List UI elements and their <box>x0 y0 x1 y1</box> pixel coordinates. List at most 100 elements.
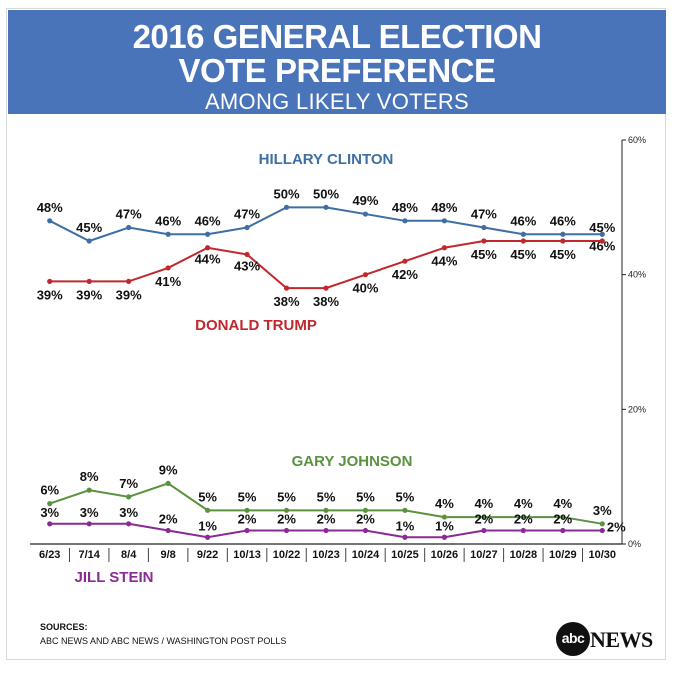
x-tick-label: 8/4 <box>121 549 137 561</box>
data-point <box>362 507 369 513</box>
x-tick-label: 9/22 <box>197 549 218 561</box>
chart-title-line2: VOTE PREFERENCE <box>178 52 496 89</box>
data-point <box>86 487 92 493</box>
data-label: 5% <box>356 489 375 504</box>
data-point <box>86 238 92 244</box>
data-point <box>323 285 329 291</box>
data-point <box>402 258 408 264</box>
data-point <box>165 265 171 271</box>
data-point <box>520 231 526 237</box>
data-point <box>402 534 408 540</box>
data-label: 3% <box>593 503 612 518</box>
data-label: 50% <box>313 186 339 201</box>
data-point <box>481 527 487 534</box>
data-point <box>362 527 369 534</box>
data-label: 8% <box>80 469 99 484</box>
data-point <box>165 480 171 486</box>
data-point <box>599 231 605 237</box>
data-label: 5% <box>277 489 296 504</box>
data-point <box>126 224 132 231</box>
data-point <box>520 527 526 534</box>
data-label: 2% <box>474 512 493 527</box>
data-point <box>165 527 171 534</box>
x-tick-label: 6/23 <box>39 549 60 561</box>
x-tick-label: 10/13 <box>233 549 261 561</box>
data-label: 42% <box>392 267 418 282</box>
data-point <box>441 218 447 224</box>
y-tick-label: 40% <box>628 270 646 280</box>
data-point <box>560 238 566 244</box>
data-point <box>205 231 211 237</box>
data-label: 5% <box>238 489 257 504</box>
data-point <box>323 527 329 534</box>
data-label: 2% <box>553 512 572 527</box>
data-label: 3% <box>119 505 138 520</box>
data-point <box>283 204 290 210</box>
data-point <box>205 507 211 513</box>
data-point <box>205 534 211 540</box>
data-label: 5% <box>198 489 217 504</box>
data-point <box>244 507 250 513</box>
data-point <box>560 527 566 534</box>
data-point <box>47 501 53 507</box>
data-point <box>402 507 408 513</box>
data-point <box>441 534 447 540</box>
data-label: 46% <box>155 213 181 228</box>
data-point <box>520 514 526 520</box>
x-tick-label: 10/24 <box>352 549 380 561</box>
chart-subtitle: AMONG LIKELY VOTERS <box>204 89 470 114</box>
data-label: 38% <box>274 294 300 309</box>
data-point <box>481 238 487 244</box>
data-label: 2% <box>356 512 375 527</box>
data-point <box>47 218 53 224</box>
series-name-label: JILL STEIN <box>75 569 154 586</box>
data-point <box>481 224 487 231</box>
title-banner: 2016 GENERAL ELECTION VOTE PREFERENCE AM… <box>8 10 666 114</box>
data-point <box>599 527 605 534</box>
data-label: 38% <box>313 294 339 309</box>
data-label: 48% <box>392 200 418 215</box>
series-name-label: GARY JOHNSON <box>292 453 413 470</box>
data-label: 44% <box>195 252 221 267</box>
x-tick-label: 10/29 <box>549 549 577 561</box>
data-label: 46% <box>510 213 536 228</box>
data-label: 48% <box>37 200 63 215</box>
data-label: 3% <box>80 505 99 520</box>
data-point <box>283 507 290 513</box>
data-label: 47% <box>471 207 497 222</box>
data-point <box>86 278 92 284</box>
data-label: 43% <box>234 258 260 273</box>
data-label: 45% <box>550 247 576 262</box>
y-tick-label: 0% <box>628 539 641 549</box>
data-label: 1% <box>435 518 454 533</box>
data-point <box>205 245 211 251</box>
data-label: 45% <box>76 220 102 235</box>
data-point <box>126 521 132 527</box>
data-label: 4% <box>514 496 533 511</box>
data-point <box>362 211 369 217</box>
data-label: 39% <box>76 287 102 302</box>
data-label: 40% <box>352 281 378 296</box>
x-tick-label: 10/23 <box>312 549 340 561</box>
data-point <box>599 238 605 244</box>
series-name-label: HILLARY CLINTON <box>259 151 394 168</box>
data-point <box>323 507 329 513</box>
data-point <box>560 514 566 520</box>
data-point <box>126 494 132 500</box>
data-label: 46% <box>550 213 576 228</box>
data-label: 39% <box>37 287 63 302</box>
data-label: 4% <box>474 496 493 511</box>
data-point <box>599 521 605 527</box>
data-label: 2% <box>238 512 257 527</box>
data-label: 39% <box>116 287 142 302</box>
data-label: 44% <box>431 254 457 269</box>
x-tick-label: 10/25 <box>391 549 419 561</box>
data-label: 3% <box>40 505 59 520</box>
data-point <box>165 231 171 237</box>
y-tick-label: 60% <box>628 135 646 145</box>
data-point <box>323 204 329 210</box>
data-label: 45% <box>589 220 615 235</box>
data-label: 46% <box>589 238 615 253</box>
data-label: 45% <box>510 247 536 262</box>
